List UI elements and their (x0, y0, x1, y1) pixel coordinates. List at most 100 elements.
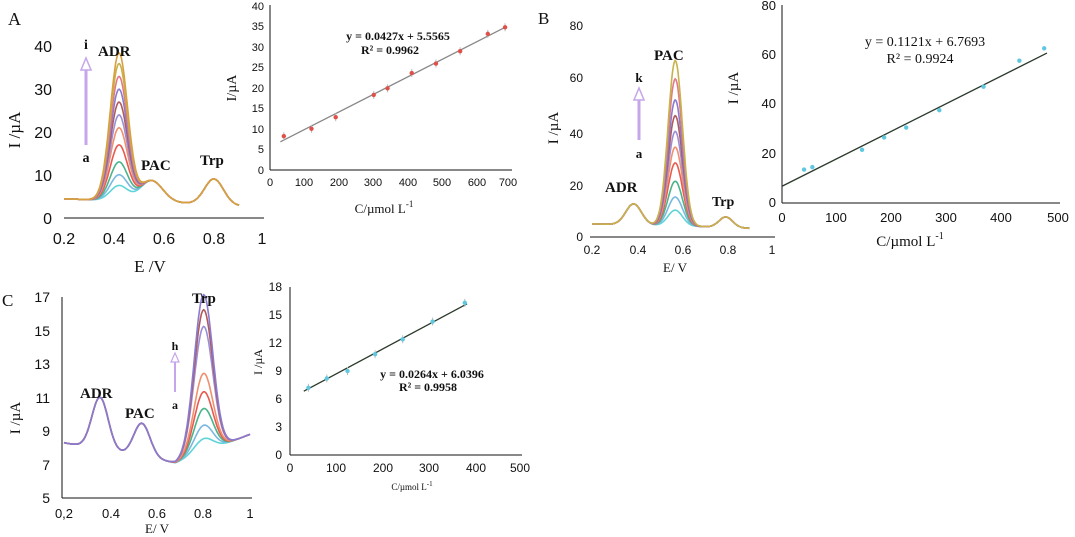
y-ticks: 0 3 6 9 12 15 18 (269, 280, 283, 462)
panel-label-c: C (2, 291, 13, 310)
x-tick-label: 0.6 (153, 231, 175, 248)
r-squared: R² = 0.9924 (887, 52, 954, 67)
data-point (345, 368, 350, 374)
panel-label-b: B (538, 9, 549, 28)
x-axis-label: C/µmol L-1 (876, 231, 943, 250)
data-point (409, 70, 414, 76)
x-tick-label: 400 (466, 461, 486, 475)
y-ticks: 0 20 40 60 80 (570, 19, 584, 244)
y-tick-label: 7 (42, 457, 50, 473)
x-axis-label: E/ V (663, 260, 688, 275)
r-squared: R² = 0.9962 (361, 43, 419, 57)
x-tick-label: 0 (267, 177, 273, 189)
x-ticks: 0 100 200 300 400 500 (778, 210, 1068, 225)
calibration-c: 0 100 200 300 400 500 0 3 6 9 12 15 18 I… (251, 280, 530, 492)
curves (64, 52, 240, 206)
voltammogram-curve (64, 62, 240, 206)
voltammogram-curve (63, 293, 251, 463)
y-axis-label: I /µA (251, 349, 265, 375)
data-point (881, 135, 887, 140)
data-point (859, 147, 865, 152)
peak-label-pac: PAC (125, 406, 155, 422)
voltammogram-c: 0,2 0.4 0.6 0.8 1 5 7 9 11 13 15 17 E/ V… (8, 289, 254, 536)
y-ticks: 0 20 40 60 80 (762, 0, 776, 210)
x-tick-label: 1 (246, 506, 253, 521)
y-tick-label: 3 (275, 420, 282, 434)
arrow-bottom-label: a (636, 146, 643, 161)
x-tick-label: 300 (364, 177, 382, 189)
panel-label-a: A (8, 9, 21, 29)
y-ticks: 5 7 9 11 13 15 17 (34, 289, 50, 506)
x-axis-label: E/ V (145, 521, 170, 536)
x-ticks: 0,2 0.4 0.6 0.8 1 (55, 506, 254, 521)
y-tick-label: 40 (570, 127, 584, 141)
x-tick-label: 0.8 (203, 231, 225, 248)
x-tick-label: 500 (433, 177, 451, 189)
y-tick-label: 35 (252, 21, 264, 33)
y-axis-label: I /µA (8, 402, 24, 435)
fit-line (280, 25, 508, 143)
data-point (430, 319, 435, 324)
data-point (810, 164, 815, 170)
y-tick-label: 5 (42, 490, 50, 506)
y-tick-label: 25 (252, 62, 264, 74)
y-tick-label: 10 (34, 168, 52, 185)
x-axis-label: C/µmol L-1 (391, 480, 433, 492)
y-tick-label: 30 (34, 82, 52, 99)
arrow-top-label: k (635, 70, 643, 85)
x-tick-label: 400 (990, 210, 1012, 225)
x-tick-label: 0.6 (675, 243, 692, 257)
points (801, 46, 1047, 172)
y-axis-label: I /µA (726, 72, 742, 105)
regression-equation: y = 0.0427x + 5.5565 (346, 29, 450, 43)
y-tick-label: 9 (42, 423, 50, 439)
data-point (385, 86, 390, 91)
data-point (400, 337, 405, 342)
y-ticks: 0 10 20 30 40 (34, 39, 52, 228)
regression-equation: y = 0.0264x + 6.0396 (380, 367, 484, 381)
x-ticks: 0 100 200 300 400 500 600 700 (267, 177, 517, 189)
data-point (981, 84, 986, 89)
curves (592, 59, 750, 230)
arrow-head (632, 86, 646, 101)
arrow-bottom-label: a (172, 398, 178, 412)
fit-line-group (280, 25, 508, 143)
x-tick-label: 1 (769, 243, 776, 257)
y-tick-label: 18 (269, 280, 283, 294)
y-tick-label: 20 (34, 125, 52, 142)
x-axis-label-text: C/µmol L (876, 234, 935, 250)
calibration-a: 0 100 200 300 400 500 600 700 0 5 10 15 … (225, 1, 517, 216)
x-tick-label: 300 (935, 210, 957, 225)
x-tick-label: 0,2 (55, 506, 73, 521)
data-point (457, 49, 463, 54)
x-tick-label: 100 (295, 177, 313, 189)
curves (63, 293, 251, 464)
x-axis-label: C/µmol L-1 (355, 199, 414, 216)
calibration-b: 0 100 200 300 400 500 0 20 40 60 80 I /µ… (726, 0, 1069, 250)
x-ticks: 0 100 200 300 400 500 (287, 461, 531, 475)
y-tick-label: 11 (35, 390, 50, 406)
points (281, 23, 508, 141)
y-tick-label: 80 (762, 0, 776, 13)
y-tick-label: 20 (252, 83, 264, 95)
y-tick-label: 40 (762, 96, 776, 111)
voltammogram-curve (64, 75, 240, 206)
x-tick-label: 100 (825, 210, 847, 225)
y-tick-label: 0 (258, 165, 264, 177)
x-tick-label: 0.8 (720, 243, 737, 257)
y-tick-label: 80 (570, 19, 584, 33)
x-tick-label: 0.4 (103, 231, 125, 248)
y-tick-label: 20 (762, 146, 776, 161)
x-tick-label: 1 (258, 231, 267, 248)
y-tick-label: 10 (252, 124, 264, 136)
data-point (333, 115, 338, 120)
data-point (462, 300, 467, 306)
peak-label-trp: Trp (712, 195, 735, 210)
x-tick-label: 0.4 (630, 243, 647, 257)
x-tick-label: 0.6 (148, 506, 166, 521)
peak-label-pac: PAC (141, 158, 171, 174)
x-tick-label: 200 (373, 461, 393, 475)
voltammogram-curve (64, 52, 240, 206)
data-point (485, 31, 490, 37)
x-tick-label: 0.8 (194, 506, 212, 521)
